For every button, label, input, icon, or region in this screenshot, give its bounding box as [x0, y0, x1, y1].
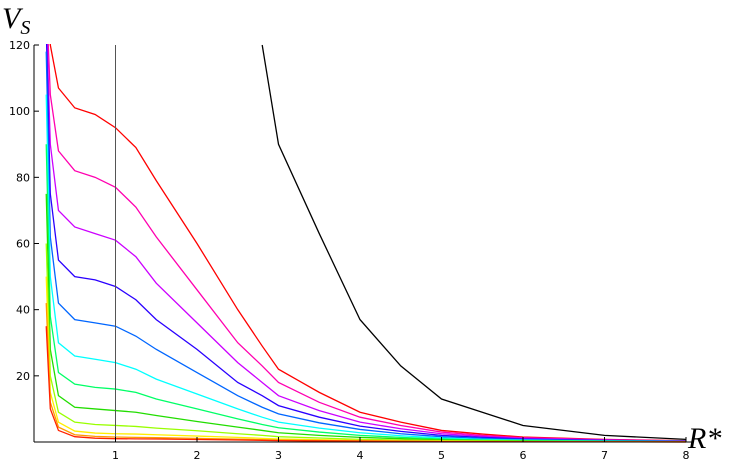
- y-tick-label: 80: [16, 171, 30, 184]
- plot-area: [45, 44, 687, 443]
- curve: [45, 326, 687, 443]
- y-tick-label: 100: [9, 105, 30, 118]
- curve: [47, 44, 687, 442]
- x-axis-label: R*: [687, 422, 721, 455]
- x-tick-label: 6: [520, 449, 527, 462]
- x-tick-label: 4: [357, 449, 364, 462]
- x-tick-label: 3: [275, 449, 282, 462]
- y-tick-label: 20: [16, 370, 30, 383]
- x-tick-label: 2: [194, 449, 201, 462]
- curve: [45, 94, 687, 443]
- y-tick-label: 60: [16, 238, 30, 251]
- y-tick-label: 120: [9, 39, 30, 52]
- curve: [45, 44, 687, 442]
- x-tick-label: 7: [601, 449, 608, 462]
- x-tick-label: 5: [438, 449, 445, 462]
- curve: [46, 44, 687, 442]
- curve: [45, 276, 687, 443]
- y-axis-label: VS: [2, 2, 30, 39]
- curve: [45, 243, 687, 443]
- curve: [261, 44, 687, 441]
- y-axis-label-sub: S: [20, 17, 30, 39]
- curve: [45, 144, 687, 443]
- y-axis-label-main: V: [2, 2, 24, 35]
- x-tick-label: 1: [112, 449, 119, 462]
- curve: [49, 44, 687, 442]
- curve: [45, 193, 687, 443]
- curve: [45, 51, 687, 442]
- y-tick-label: 40: [16, 304, 30, 317]
- x-tick-label: 8: [683, 449, 690, 462]
